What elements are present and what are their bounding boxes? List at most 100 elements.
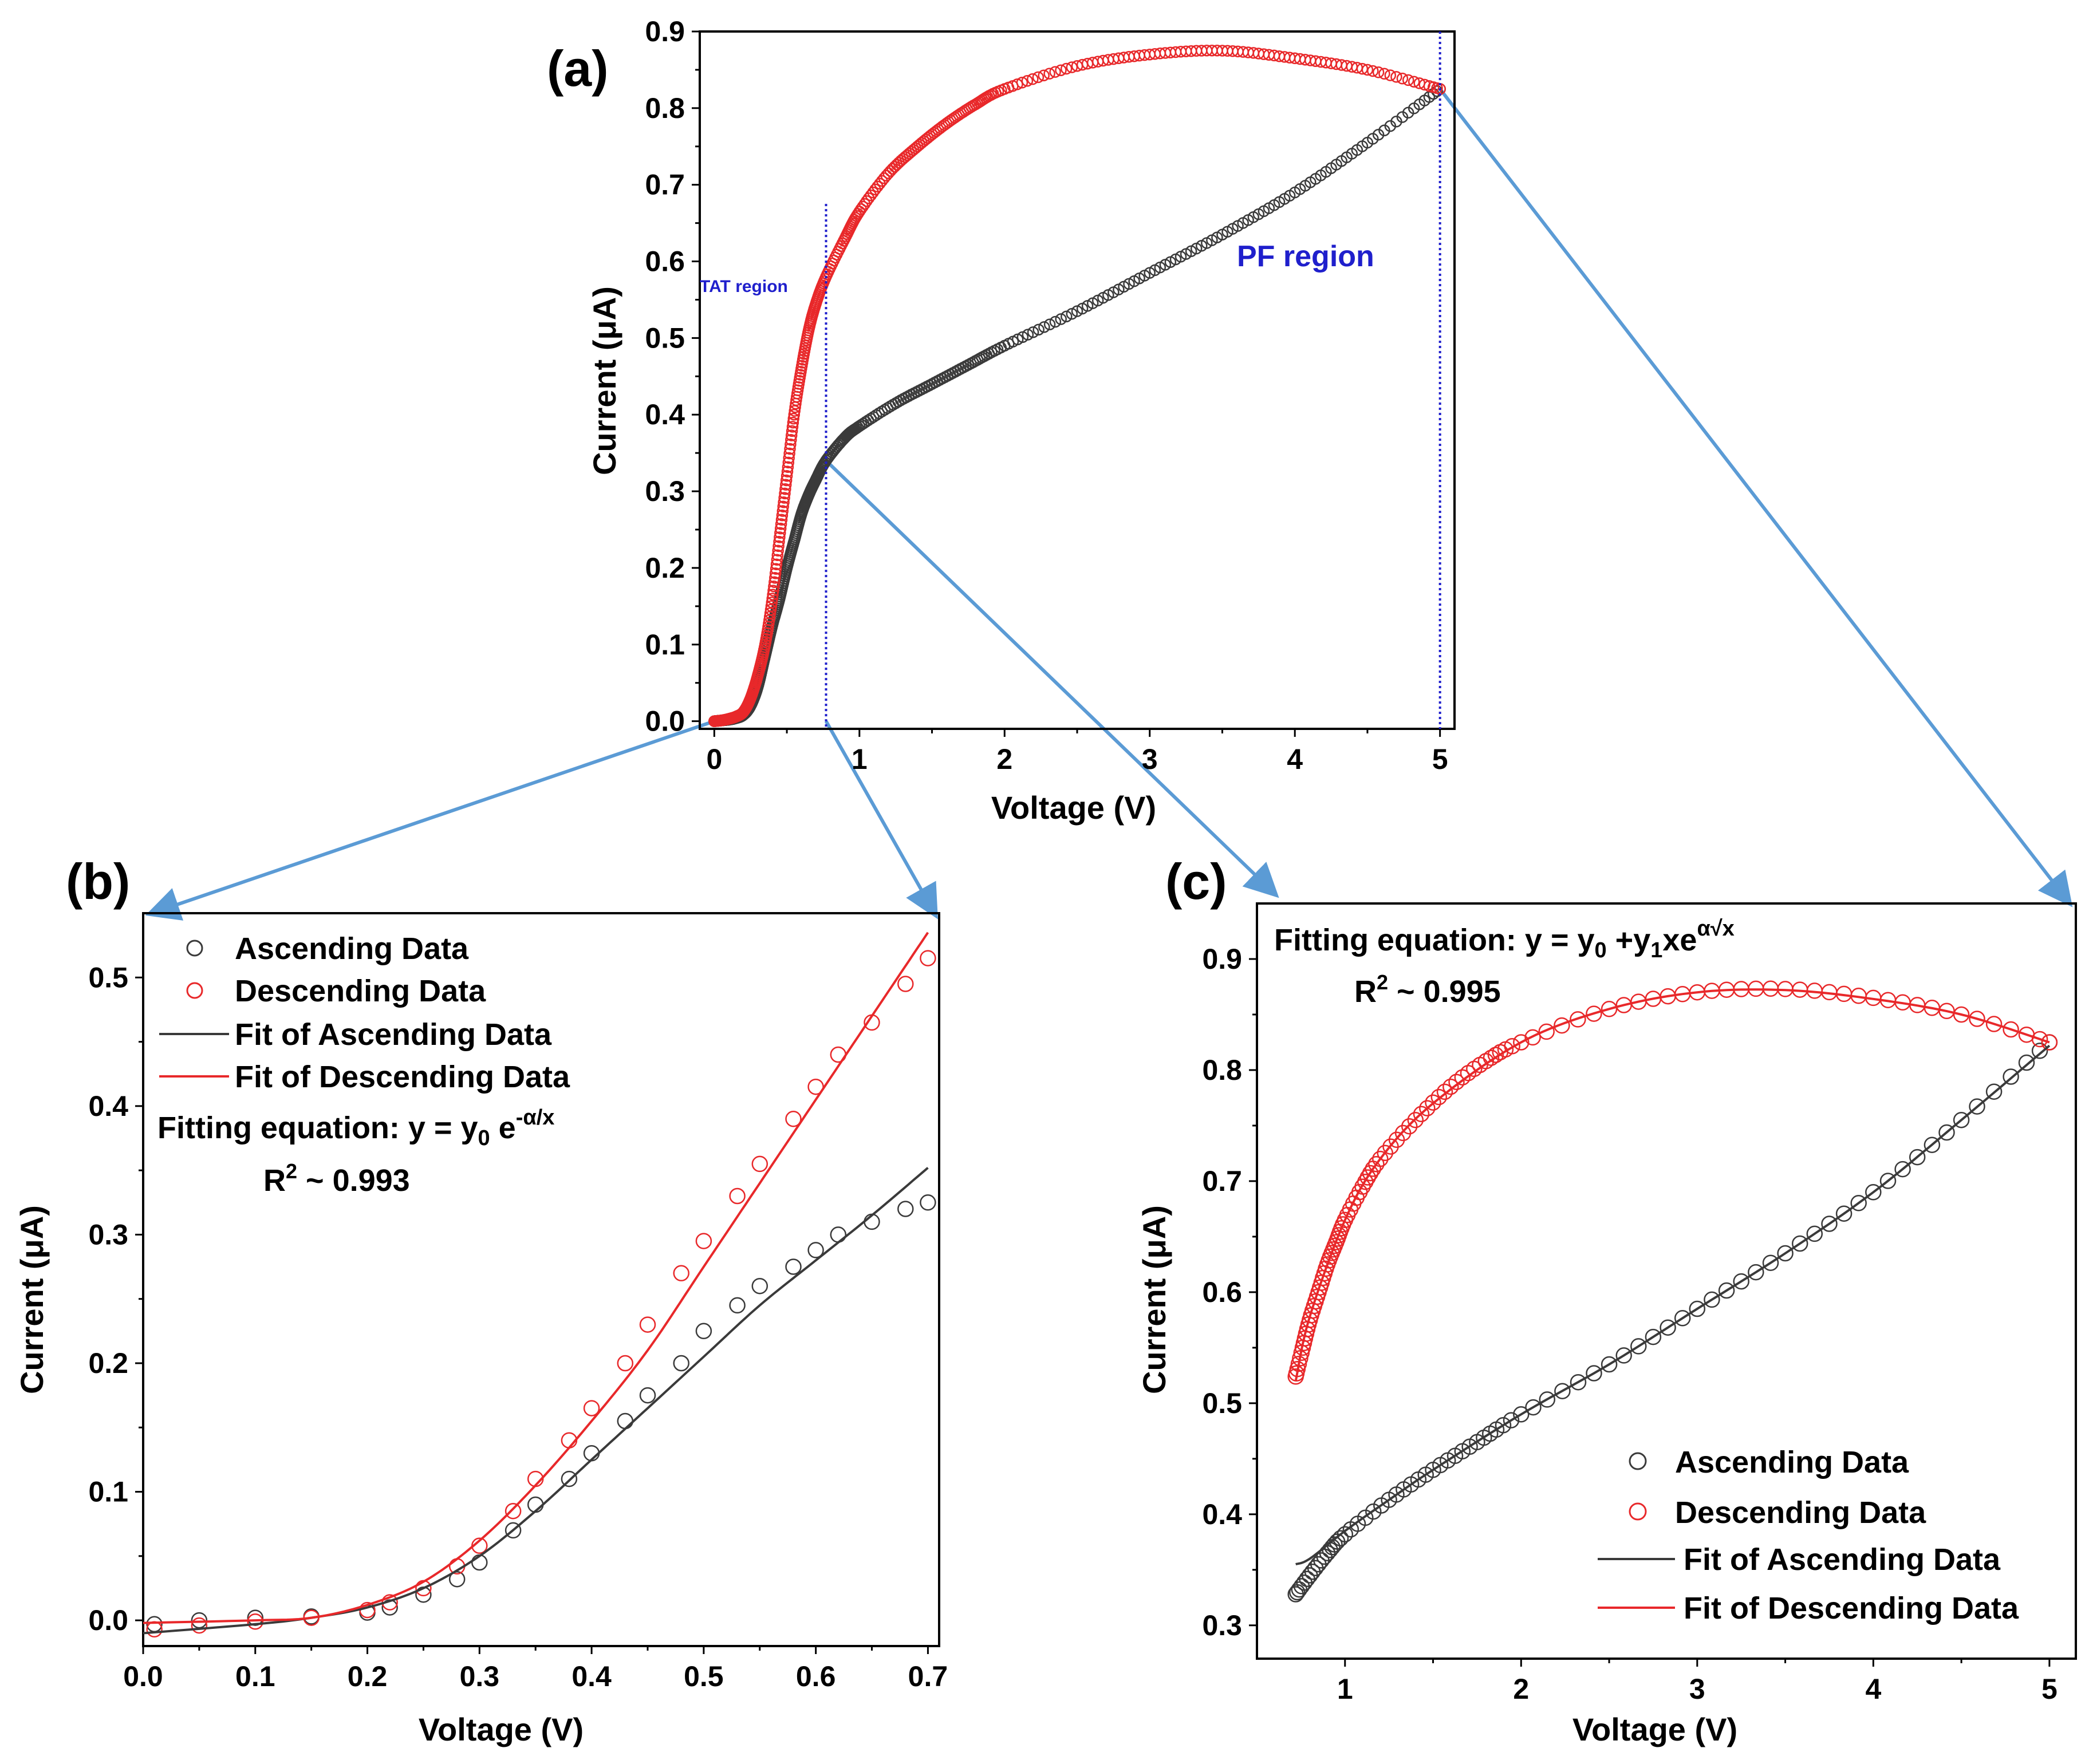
panel-a: 0 1 2 3 4 5 0.0 0.1 0.2 0.3 0.4 0.5 0.6 0.7 0.8 0.9 (a)…	[547, 15, 1456, 826]
data-point-ascending-data	[1674, 1310, 1691, 1327]
data-point-descending-data	[1442, 1078, 1459, 1095]
data-point-descending	[1060, 62, 1073, 75]
data-point-descending-data	[1969, 1011, 1985, 1027]
data-point-descending	[785, 433, 797, 446]
data-point-ascending-data	[1806, 1225, 1823, 1242]
panel-a-label: (a)	[547, 40, 609, 97]
data-point-descending-data	[1483, 1049, 1500, 1066]
data-point-ascending-data	[2018, 1054, 2035, 1071]
data-point-ascending	[1043, 318, 1056, 330]
panel-a-y-axis-label: Current (μA)	[586, 286, 622, 475]
series-line-fit-of-descending-data	[1294, 988, 2050, 1382]
data-point-descending	[774, 522, 787, 535]
data-point-ascending-data	[807, 1242, 824, 1258]
data-point-descending	[1016, 77, 1028, 89]
y-tick-label: 0.8	[645, 92, 685, 124]
data-point-descending-data	[1357, 1173, 1374, 1190]
data-point-descending	[768, 581, 780, 593]
data-point-descending	[1038, 69, 1050, 81]
data-point-descending	[1049, 66, 1061, 78]
legend-fit-descending-label: Fit of Descending Data	[1684, 1591, 2019, 1625]
data-point-descending	[1055, 64, 1067, 76]
data-point-ascending-data	[1495, 1417, 1512, 1434]
data-point-descending	[781, 465, 794, 477]
data-point-ascending-data	[1337, 1526, 1354, 1543]
data-point-ascending-data	[1821, 1216, 1838, 1232]
data-point-ascending-data	[1704, 1291, 1720, 1308]
data-point-descending-data	[920, 950, 936, 966]
data-point-ascending-data	[505, 1522, 522, 1539]
data-point-descending-data	[1372, 1150, 1389, 1167]
y-tick-label: 0.7	[1202, 1165, 1242, 1197]
panel-c-legend: Ascending Data Descending Data Fit of As…	[1598, 1445, 2019, 1625]
panel-c-fit-equation: Fitting equation: y = y0 +y1xeα√x	[1274, 917, 1735, 962]
data-point-descending-data	[1377, 1145, 1393, 1162]
zoom-connector-arrow	[825, 459, 1279, 898]
data-point-descending-data	[1407, 1111, 1424, 1128]
x-tick-label: 1	[852, 743, 868, 775]
data-point-descending	[780, 479, 792, 491]
data-point-ascending	[1027, 326, 1039, 338]
x-tick-label: 0.6	[796, 1660, 836, 1692]
series-line-fit-of-ascending-data	[1295, 1044, 2051, 1566]
data-point-descending	[785, 438, 797, 451]
legend-ascending-label: Ascending Data	[235, 932, 469, 966]
y-tick-label: 0.0	[88, 1604, 128, 1636]
data-point-descending	[776, 509, 789, 522]
data-point-ascending-data	[1777, 1245, 1794, 1262]
data-point-descending	[784, 443, 796, 455]
zoom-connector-arrow	[824, 720, 938, 920]
data-point-descending-data	[1953, 1006, 1970, 1023]
series-line-fit-of-ascending-data	[143, 1167, 929, 1635]
data-point-descending	[766, 596, 778, 609]
y-tick-label: 0.3	[88, 1218, 128, 1250]
data-point-descending	[774, 531, 786, 543]
data-point-ascending-data	[1879, 1173, 1897, 1189]
data-point-descending	[780, 474, 793, 487]
data-point-descending	[1396, 72, 1409, 85]
data-point-descending-data	[1354, 1178, 1371, 1195]
data-point-ascending-data	[1733, 1273, 1749, 1290]
panel-c: 1 2 3 4 5 0.3 0.4 0.5 0.6 0.7 0.8 0.9 (c) Voltage (…	[1136, 853, 2077, 1747]
data-point-ascending-data	[1539, 1391, 1556, 1408]
data-point-descending-data	[617, 1355, 634, 1372]
data-point-descending	[770, 563, 782, 575]
data-point-descending	[1408, 76, 1420, 88]
data-point-ascending-data	[1985, 1083, 2003, 1100]
data-point-ascending	[1038, 321, 1050, 333]
data-point-ascending-data	[1835, 1205, 1853, 1222]
y-tick-label: 0.9	[645, 15, 685, 48]
data-point-ascending-data	[1850, 1195, 1867, 1211]
data-point-descending-data	[1436, 1083, 1453, 1100]
data-point-descending	[778, 496, 790, 508]
data-point-ascending-data	[673, 1355, 689, 1372]
panel-b-label: (b)	[66, 853, 130, 910]
data-point-descending	[768, 576, 781, 589]
data-point-ascending-data	[1660, 1319, 1676, 1336]
y-tick-label: 0.4	[88, 1090, 128, 1122]
x-tick-label: 1	[1337, 1673, 1353, 1705]
panel-b-y-axis-label: Current (μA)	[14, 1205, 50, 1394]
data-point-descending-data	[1359, 1169, 1376, 1186]
legend-descending-marker	[186, 982, 203, 999]
data-point-descending-data	[1362, 1165, 1379, 1182]
data-point-descending-data	[191, 1617, 208, 1634]
panel-a-frame	[699, 30, 1456, 730]
data-point-ascending	[870, 409, 882, 421]
data-point-descending	[1011, 78, 1023, 90]
data-point-descending-data	[1401, 1118, 1418, 1135]
y-tick-label: 0.3	[645, 475, 685, 507]
data-point-ascending-data	[1332, 1530, 1349, 1547]
data-point-descending	[775, 518, 787, 530]
data-point-ascending	[1061, 310, 1073, 322]
x-tick-label: 0.3	[460, 1660, 500, 1692]
legend-fit-descending-label: Fit of Descending Data	[235, 1060, 570, 1094]
data-point-descending-data	[729, 1187, 746, 1205]
data-point-ascending-data	[920, 1194, 936, 1211]
data-point-descending	[787, 412, 800, 425]
data-point-ascending-data	[1513, 1406, 1530, 1423]
data-point-descending	[767, 585, 779, 597]
series-line-fit-of-descending-data	[143, 932, 929, 1624]
y-tick-label: 0.9	[1202, 943, 1242, 975]
